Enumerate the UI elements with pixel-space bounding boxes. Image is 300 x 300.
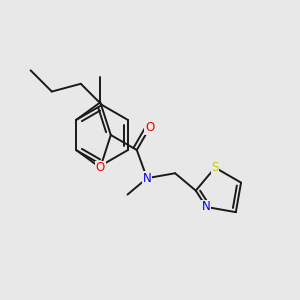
Text: N: N: [143, 172, 152, 185]
Text: S: S: [212, 161, 219, 174]
Text: N: N: [202, 200, 211, 214]
Text: O: O: [96, 161, 105, 174]
Text: O: O: [145, 122, 154, 134]
